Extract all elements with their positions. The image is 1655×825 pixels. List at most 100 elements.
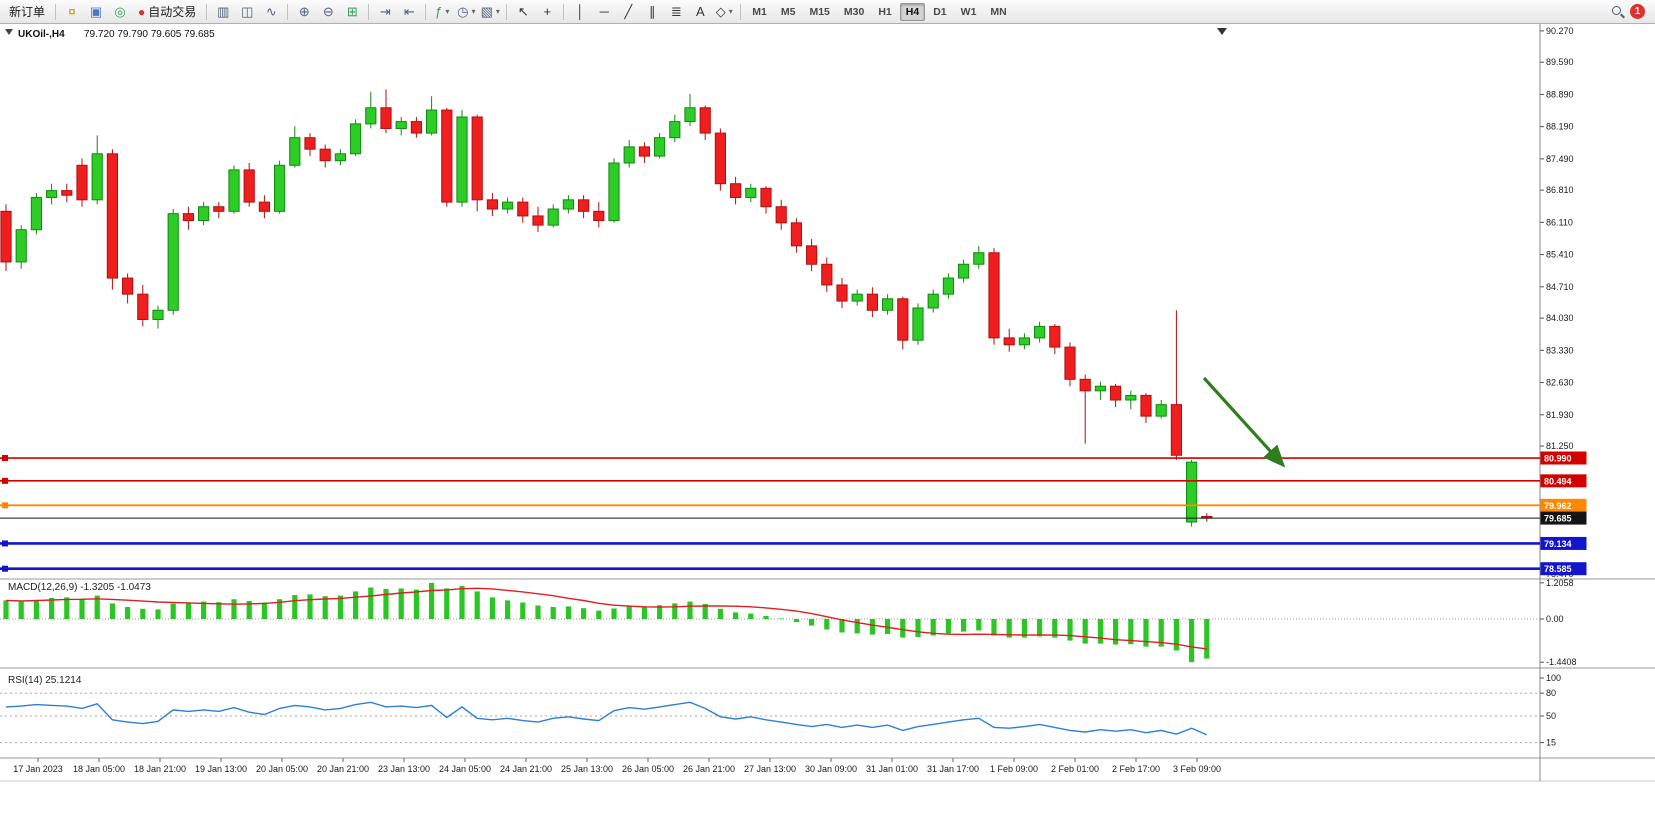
time-axis-label: 25 Jan 13:00 [561, 764, 613, 774]
candle-body [1003, 337, 1015, 346]
candle-body [790, 222, 802, 247]
macd-histogram-bar [140, 608, 146, 619]
periods-button[interactable]: ◷ ▾ [455, 2, 477, 21]
price-tag-label: 79.962 [1544, 501, 1572, 511]
timeframe-button-m15[interactable]: M15 [803, 3, 835, 21]
search-icon[interactable] [1610, 4, 1626, 20]
timeframe-button-m5[interactable]: M5 [775, 3, 802, 21]
macd-histogram-bar [3, 600, 9, 619]
data-window-icon[interactable]: ▣ [85, 2, 107, 21]
macd-histogram-bar [717, 608, 723, 619]
price-axis-label: 84.710 [1546, 282, 1574, 292]
macd-histogram-bar [444, 588, 450, 619]
macd-histogram-bar [459, 586, 465, 619]
candle-body [608, 162, 620, 222]
macd-histogram-bar [596, 610, 602, 619]
fibonacci-icon[interactable]: ≣ [665, 2, 687, 21]
hline-handle[interactable] [2, 455, 8, 462]
timeframe-button-h4[interactable]: H4 [899, 2, 926, 21]
candle-body [897, 298, 909, 341]
macd-histogram-bar [489, 597, 495, 619]
scroll-to-end-marker[interactable] [1217, 28, 1227, 35]
new-order-button[interactable]: 新订单 [4, 2, 50, 21]
chart-title-symbol: UKOil-,H4 [18, 29, 65, 40]
new-order-button-label: 新订单 [9, 5, 46, 19]
macd-histogram-bar [824, 619, 830, 630]
templates-button[interactable]: ▧ ▾ [479, 2, 501, 21]
trendline-icon[interactable]: ╱ [617, 2, 639, 21]
grid-icon[interactable]: ⊞ [341, 2, 363, 21]
navigator-icon[interactable]: ◎ [109, 2, 131, 21]
indicators-button[interactable]: ƒ ▾ [431, 2, 453, 21]
crosshair-icon[interactable]: + [536, 2, 558, 21]
price-axis-label: 83.330 [1546, 345, 1574, 355]
timeframe-button-w1[interactable]: W1 [955, 3, 983, 21]
time-axis[interactable]: 17 Jan 2023 18 Jan 05:00 18 Jan 21:00 19 Ja… [13, 758, 1221, 774]
cursor-icon[interactable]: ↖ [512, 2, 534, 21]
macd-histogram-bar [550, 607, 556, 619]
macd-histogram-bar [1189, 619, 1195, 663]
vertical-line-icon[interactable]: │ [569, 2, 591, 21]
macd-histogram-bar [49, 598, 55, 619]
candle-body [350, 123, 362, 155]
toolbar-separator [206, 3, 208, 20]
market-watch-icon-glyph: ¤ [68, 4, 76, 19]
bar-chart-icon[interactable]: ▥ [212, 2, 234, 21]
candlestick-chart-icon[interactable]: ◫ [236, 2, 258, 21]
autotrading-button[interactable]: ● 自动交易 [133, 2, 201, 21]
zoom-in-icon-glyph: ⊕ [298, 4, 310, 19]
macd-histogram-bar [520, 602, 526, 619]
macd-histogram-bar [702, 604, 708, 619]
candle-body [426, 109, 438, 134]
macd-axis-label: -1.4408 [1546, 657, 1577, 667]
horizontal-line-icon[interactable]: ─ [593, 2, 615, 21]
macd-histogram-bar [1158, 619, 1164, 647]
candle-body [152, 309, 164, 320]
timeframe-button-d1[interactable]: D1 [927, 3, 952, 21]
timeframe-button-m1[interactable]: M1 [746, 3, 773, 21]
candle-body [1094, 385, 1107, 392]
macd-histogram-bar [854, 619, 860, 634]
candle-body [91, 153, 103, 201]
line-chart-icon[interactable]: ∿ [260, 2, 282, 21]
macd-histogram-bar [1006, 619, 1012, 638]
hline-handle[interactable] [2, 477, 8, 484]
hline-handle[interactable] [2, 565, 8, 572]
zoom-in-icon[interactable]: ⊕ [293, 2, 315, 21]
time-axis-label: 18 Jan 21:00 [134, 764, 186, 774]
equidistant-channel-icon[interactable]: ∥ [641, 2, 663, 21]
macd-histogram-bar [413, 589, 419, 619]
down-arrow-annotation[interactable] [1202, 376, 1286, 468]
candle-body [638, 146, 650, 157]
market-watch-icon[interactable]: ¤ [61, 2, 83, 21]
text-icon[interactable]: A [689, 2, 711, 21]
timeframe-button-m30[interactable]: M30 [838, 3, 870, 21]
candle-body [1125, 394, 1137, 401]
toolbar: 新订单 ¤ ▣ ◎ ● 自动交易 ▥ ◫ ∿ ⊕ ⊖ ⊞ ⇥ ⇤ ƒ ▾ ◷ ▾ ▧ ▾ ↖ + │ ─ ╱ ∥ ≣ A ◇ ▾ M1 M5 M… [0, 0, 1655, 24]
macd-histogram-bar [33, 599, 39, 619]
hline-handle[interactable] [2, 540, 8, 547]
arrows-icon[interactable]: ◇ ▾ [713, 2, 735, 21]
toolbar-separator [563, 3, 565, 20]
timeframe-button-mn[interactable]: MN [984, 3, 1012, 21]
macd-histogram-bar [155, 609, 161, 619]
candles[interactable] [0, 89, 1213, 527]
chart-shift-icon[interactable]: ⇤ [398, 2, 420, 21]
macd-histogram-bar [1097, 619, 1103, 644]
auto-scroll-icon[interactable]: ⇥ [374, 2, 396, 21]
notification-badge[interactable]: 1 [1630, 4, 1645, 19]
zoom-out-icon[interactable]: ⊖ [317, 2, 339, 21]
macd-histogram-bar [915, 619, 921, 637]
chart-expand-marker[interactable] [5, 29, 13, 35]
candle-body [1034, 325, 1046, 339]
timeframe-button-h1[interactable]: H1 [872, 3, 897, 21]
hline-handle[interactable] [2, 502, 8, 509]
candle-body [395, 121, 407, 129]
price-axis[interactable]: 90.270 89.590 88.890 88.190 87.490 86.810 86.1… [1540, 26, 1574, 579]
candlestick-chart[interactable]: 90.270 89.590 88.890 88.190 87.490 86.810 86.1… [0, 24, 1655, 825]
macd-histogram-bar [125, 607, 131, 619]
candle-body [730, 183, 742, 199]
macd-histogram-bar [733, 612, 739, 619]
time-axis-label: 19 Jan 13:00 [195, 764, 247, 774]
